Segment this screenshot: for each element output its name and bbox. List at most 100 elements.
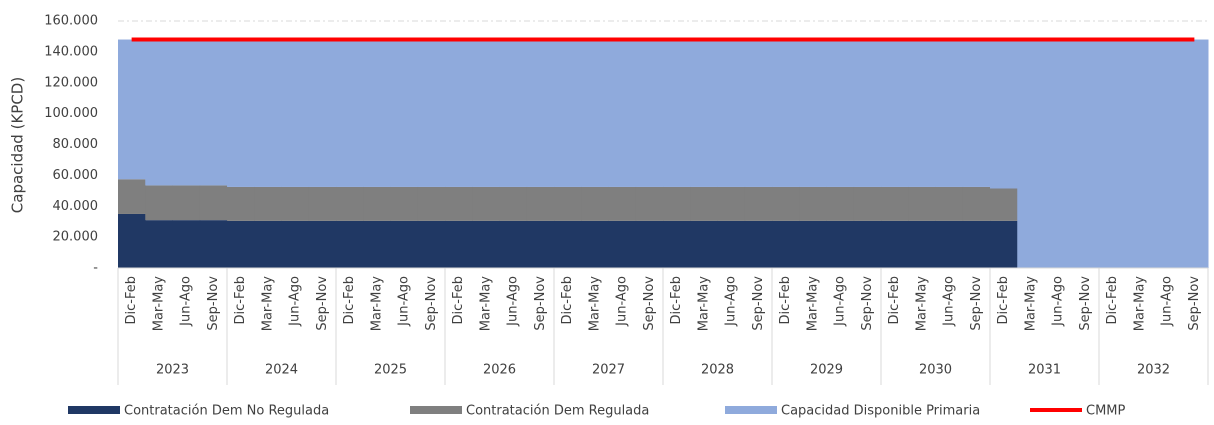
y-tick-label: 80.000 (53, 137, 99, 152)
year-label: 2027 (592, 363, 625, 378)
area-segment (881, 186, 909, 221)
area-segment (336, 220, 364, 268)
x-tick-label: Sep-Nov (424, 276, 439, 331)
area-segment (881, 220, 909, 268)
area-segment (690, 220, 718, 268)
area-segment (254, 39, 282, 187)
area-segment (1099, 39, 1127, 269)
area-segment (336, 39, 364, 187)
area-segment (799, 39, 827, 187)
year-label: 2026 (483, 363, 516, 378)
area-segment (608, 186, 637, 221)
x-tick-label: Sep-Nov (969, 276, 984, 331)
area-segment (908, 220, 936, 268)
area-segment (199, 220, 228, 268)
legend-swatch (725, 406, 777, 414)
area-segment (772, 39, 800, 187)
legend-swatch (410, 406, 462, 414)
area-segment (799, 186, 827, 221)
x-tick-label: Sep-Nov (315, 276, 330, 331)
area-segment (635, 220, 664, 268)
area-segment (1017, 39, 1045, 269)
area-segment (227, 186, 255, 221)
area-segment (663, 39, 691, 187)
area-segment (308, 220, 337, 268)
x-tick-label: Dic-Feb (778, 276, 793, 324)
year-label: 2030 (919, 363, 952, 378)
area-segment (526, 39, 555, 187)
x-tick-label: Mar-May (260, 276, 275, 332)
area-segment (227, 220, 255, 268)
area-segment (445, 39, 473, 187)
area-segment (526, 186, 555, 221)
x-tick-label: Jun-Ago (615, 276, 630, 327)
area-segment (772, 186, 800, 221)
area-segment (554, 186, 582, 221)
year-label: 2024 (265, 363, 298, 378)
area-segment (363, 186, 391, 221)
year-label: 2023 (156, 363, 189, 378)
x-tick-label: Dic-Feb (342, 276, 357, 324)
area-segment (472, 186, 500, 221)
y-tick-label: - (93, 261, 98, 276)
x-tick-label: Jun-Ago (724, 276, 739, 327)
area-segment (772, 220, 800, 268)
x-tick-label: Jun-Ago (179, 276, 194, 327)
y-tick-label: 160.000 (44, 14, 98, 29)
y-tick-label: 140.000 (44, 44, 98, 59)
x-tick-label: Mar-May (1023, 276, 1038, 332)
x-tick-label: Sep-Nov (206, 276, 221, 331)
area-segment (881, 39, 909, 187)
area-segment (363, 220, 391, 268)
area-segment (690, 186, 718, 221)
area-segment (254, 186, 282, 221)
area-segment (472, 220, 500, 268)
area-segment (145, 39, 173, 186)
x-tick-label: Dic-Feb (1105, 276, 1120, 324)
x-tick-label: Mar-May (151, 276, 166, 332)
y-tick-label: 40.000 (53, 199, 99, 214)
area-segment (663, 186, 691, 221)
area-segment (962, 220, 991, 268)
area-segment (635, 186, 664, 221)
area-segment (254, 220, 282, 268)
y-axis-title: Capacidad (KPCD) (9, 77, 27, 213)
y-tick-label: 100.000 (44, 106, 98, 121)
legend-label: Capacidad Disponible Primaria (781, 404, 980, 419)
legend-label: Contratación Dem No Regulada (124, 404, 329, 419)
x-tick-label: Dic-Feb (887, 276, 902, 324)
area-segment (390, 186, 419, 221)
area-segment (990, 220, 1018, 268)
area-segment (336, 186, 364, 221)
area-segment (499, 220, 528, 268)
y-tick-label: 20.000 (53, 230, 99, 245)
area-segment (499, 186, 528, 221)
x-tick-label: Sep-Nov (642, 276, 657, 331)
x-tick-label: Sep-Nov (1078, 276, 1093, 331)
area-segment (826, 186, 855, 221)
area-segment (281, 220, 310, 268)
year-label: 2025 (374, 363, 407, 378)
x-tick-label: Mar-May (696, 276, 711, 332)
area-segment (417, 186, 446, 221)
area-segment (145, 220, 173, 268)
area-segment (935, 186, 964, 221)
area-segment (717, 39, 746, 187)
x-tick-label: Dic-Feb (996, 276, 1011, 324)
area-segment (853, 220, 882, 268)
x-tick-label: Mar-May (914, 276, 929, 332)
area-segment (1126, 39, 1154, 269)
area-segment (908, 39, 936, 187)
area-segment (445, 186, 473, 221)
x-tick-label: Jun-Ago (1051, 276, 1066, 327)
y-tick-label: 60.000 (53, 168, 99, 183)
area-segment (199, 185, 228, 221)
legend-label: Contratación Dem Regulada (466, 404, 649, 419)
x-tick-label: Dic-Feb (560, 276, 575, 324)
x-tick-label: Jun-Ago (1160, 276, 1175, 327)
area-segment (118, 39, 146, 180)
area-segment (962, 186, 991, 221)
area-segment (172, 185, 201, 221)
y-tick-label: 120.000 (44, 75, 98, 90)
